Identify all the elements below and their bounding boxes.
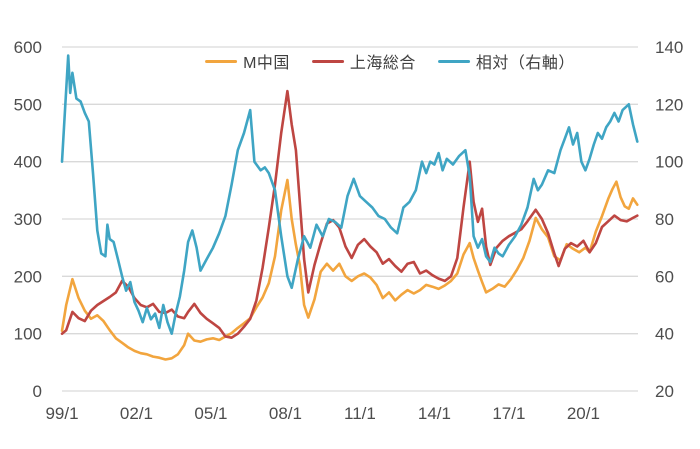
shanghai-composite-line-swatch [311,59,344,63]
legend-label-shanghai-composite: 上海総合 [349,55,416,72]
legend-item-msci-china: M中国 [205,49,290,73]
relative-right-axis-line-swatch [437,59,470,63]
y-axis-left-label-400: 400 [14,153,42,172]
y-axis-right-label-120: 120 [655,95,683,114]
legend-label-relative-right-axis: 相対（右軸） [475,55,575,72]
legend-item-shanghai-composite: 上海総合 [311,49,416,73]
legend-item-relative-right-axis: 相対（右軸） [437,49,575,73]
y-axis-left-label-0: 0 [33,382,42,401]
x-axis-label-08-1: 08/1 [269,404,302,423]
y-axis-left-label-100: 100 [14,325,42,344]
series-line-1 [60,89,639,340]
msci-china-line-swatch [205,59,238,63]
y-axis-left-label-600: 600 [14,38,42,57]
y-axis-right-label-40: 40 [655,325,674,344]
x-axis-label-02-1: 02/1 [120,404,153,423]
y-axis-right-label-140: 140 [655,38,683,57]
y-axis-right-label-60: 60 [655,267,674,286]
series-line-0 [60,178,639,361]
y-axis-left-label-200: 200 [14,267,42,286]
series-line-2 [60,54,639,336]
legend-label-msci-china: M中国 [243,55,290,72]
x-axis-label-05-1: 05/1 [194,404,227,423]
x-axis-label-99-1: 99/1 [45,404,78,423]
y-axis-right-label-100: 100 [655,153,683,172]
x-axis-label-20-1: 20/1 [567,404,600,423]
x-axis-label-17-1: 17/1 [492,404,525,423]
y-axis-left-label-300: 300 [14,210,42,229]
x-axis-label-14-1: 14/1 [418,404,451,423]
x-axis-label-11-1: 11/1 [344,404,376,423]
y-axis-left-label-500: 500 [14,95,42,114]
chart-legend: M中国 上海総合 相対（右軸） [205,49,575,73]
y-axis-right-label-80: 80 [655,210,674,229]
y-axis-right-label-20: 20 [655,382,674,401]
